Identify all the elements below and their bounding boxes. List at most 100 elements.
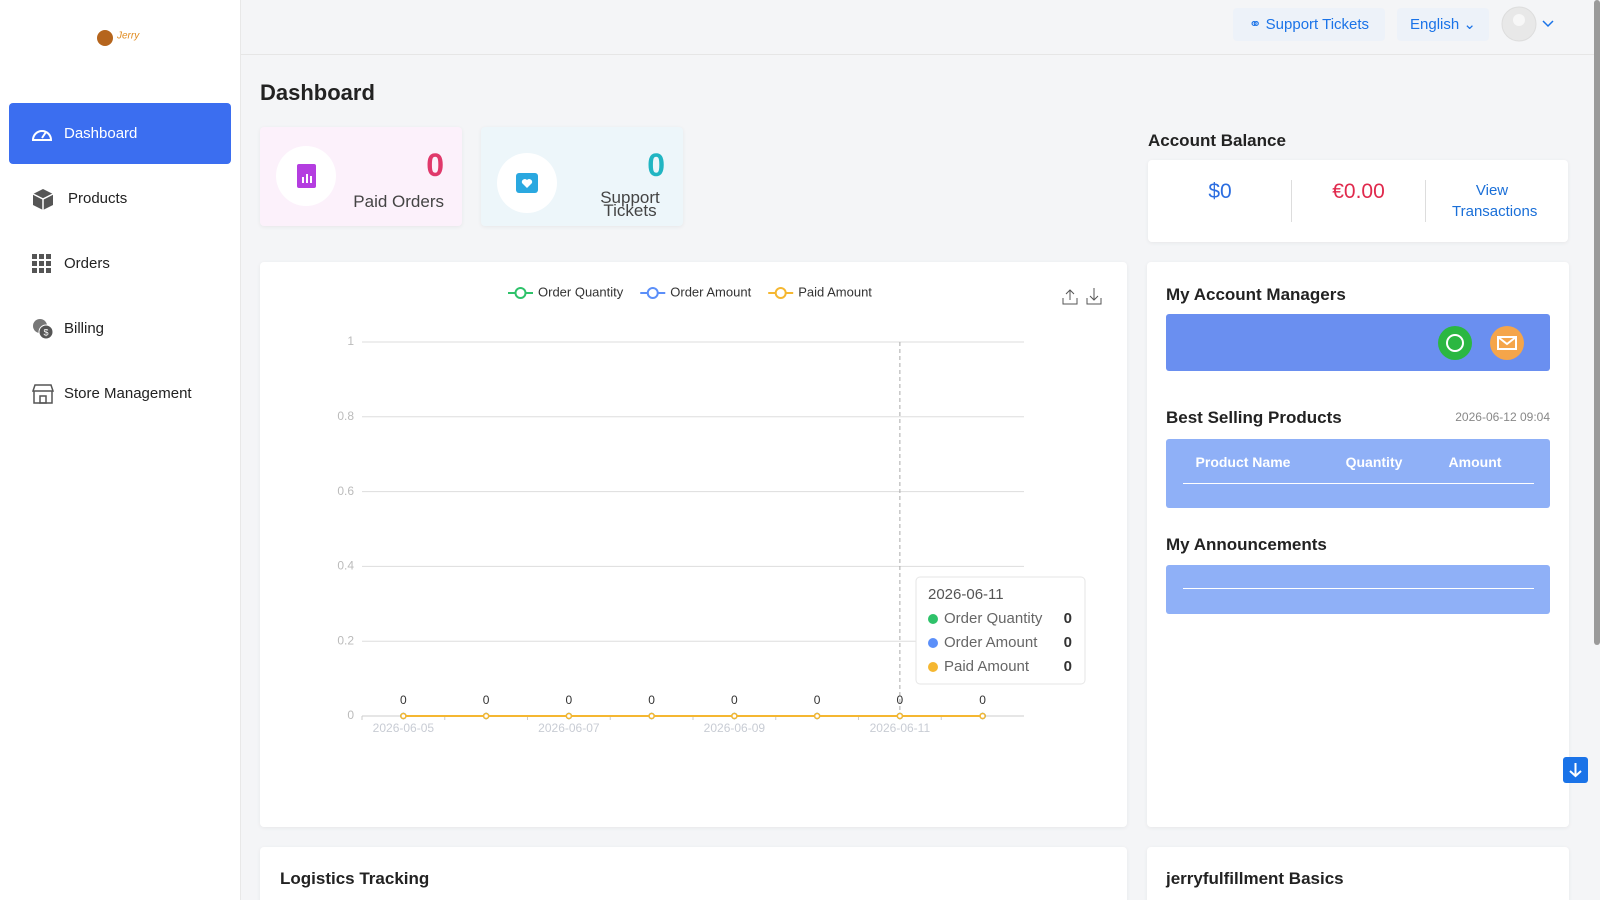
stat-card: 0 Paid Orders xyxy=(260,127,462,226)
data-label: 0 xyxy=(814,693,821,707)
nav-label: Billing xyxy=(64,320,105,337)
timestamp: 2026-06-12 09:04 xyxy=(1455,410,1550,424)
y-tick-label: 0.8 xyxy=(337,409,354,423)
stat-label: Support Tickets xyxy=(600,188,660,220)
data-label: 0 xyxy=(566,693,573,707)
section-title: jerryfulfillment Basics xyxy=(1166,869,1344,888)
tooltip: 2026-06-11 Order Quantity 0 Order Amount 0 Pa… xyxy=(915,576,1086,685)
tooltip-marker xyxy=(928,614,938,624)
data-point xyxy=(979,712,986,720)
section-title: Best Selling Products xyxy=(1166,408,1342,427)
legend-item[interactable]: Order Quantity xyxy=(508,284,624,299)
nav-icon xyxy=(31,129,53,141)
data-point xyxy=(648,712,655,720)
support-button[interactable]: ⚭ Support Tickets xyxy=(1233,8,1385,41)
nav-label: Dashboard xyxy=(64,125,138,142)
legend-marker xyxy=(774,287,787,299)
divider xyxy=(1183,483,1534,484)
x-tick-label: 2026-06-05 xyxy=(373,721,435,735)
scroll-down-button[interactable] xyxy=(1563,757,1588,783)
y-tick-label: 0.2 xyxy=(337,633,354,647)
divider xyxy=(1425,180,1426,222)
view-transactions[interactable]: View Transactions xyxy=(1452,182,1538,220)
stat-icon xyxy=(276,146,336,206)
legend-item[interactable]: Paid Amount xyxy=(768,284,872,299)
x-tick-label: 2026-06-09 xyxy=(704,721,766,735)
managers-bar xyxy=(1166,314,1550,371)
legend-item[interactable]: Order Amount xyxy=(640,284,752,299)
tooltip-label: Order Amount xyxy=(944,634,1038,651)
data-point xyxy=(731,712,738,720)
data-point xyxy=(400,712,407,720)
stat-value: 0 xyxy=(426,147,444,183)
scrollbar[interactable] xyxy=(1594,0,1600,645)
support-label: Support Tickets xyxy=(1265,16,1370,33)
basics-card: jerryfulfillment Basics xyxy=(1147,847,1569,900)
y-tick-label: 0 xyxy=(347,708,354,722)
svg-text:$: $ xyxy=(43,327,48,337)
column-header: Product Name xyxy=(1195,454,1291,470)
nav-icon xyxy=(31,383,55,404)
balance-usd: $0 xyxy=(1208,180,1232,203)
x-tick-label: 2026-06-07 xyxy=(538,721,600,735)
tooltip-title: 2026-06-11 xyxy=(928,586,1004,603)
tooltip-value: 0 xyxy=(1064,610,1072,627)
data-label: 0 xyxy=(731,693,738,707)
nav-item[interactable]: Products xyxy=(9,168,231,229)
whatsapp[interactable] xyxy=(1438,326,1472,360)
nav-item[interactable]: Dashboard xyxy=(9,103,231,164)
logistics-card: Logistics Tracking xyxy=(260,847,1127,900)
tooltip-marker xyxy=(928,638,938,648)
data-point xyxy=(896,712,904,720)
nav-item[interactable]: Orders xyxy=(9,233,231,294)
announcements-box xyxy=(1166,565,1550,614)
data-label: 0 xyxy=(483,693,490,707)
legend-label: Paid Amount xyxy=(798,284,872,299)
data-label: 0 xyxy=(648,693,655,707)
section-title: Logistics Tracking xyxy=(280,869,430,888)
avatar-menu[interactable] xyxy=(1500,6,1560,42)
nav-item[interactable]: $ Billing xyxy=(9,298,231,359)
side-card: My Account Managers Best Selling Product… xyxy=(1147,262,1569,827)
tooltip-marker xyxy=(928,662,938,672)
stat-label: Paid Orders xyxy=(353,192,444,211)
arrow-icon xyxy=(1569,763,1582,778)
y-tick-label: 1 xyxy=(347,334,354,348)
y-tick-label: 0.6 xyxy=(337,484,354,498)
tooltip-label: Order Quantity xyxy=(944,610,1043,627)
download-icon[interactable] xyxy=(1086,288,1102,305)
svg-text:Jerry: Jerry xyxy=(116,31,140,42)
nav-icon xyxy=(32,188,54,210)
chart-card: 0 0.2 0.4 0.6 0.8 1 2026-06-05 2026-06-07 2026-0… xyxy=(260,262,1127,827)
divider xyxy=(1291,180,1292,222)
data-label: 0 xyxy=(979,693,986,707)
x-tick-label: 2026-06-11 xyxy=(870,721,931,735)
logo: Jerry xyxy=(97,30,140,46)
tooltip-label: Paid Amount xyxy=(944,658,1030,675)
nav-item[interactable]: Store Management xyxy=(9,363,231,424)
data-point xyxy=(565,712,573,720)
tooltip-value: 0 xyxy=(1064,658,1072,675)
balance-eur: €0.00 xyxy=(1332,180,1385,203)
nav-label: Orders xyxy=(64,255,110,272)
contact-icons xyxy=(1438,326,1524,360)
legend-marker xyxy=(514,287,527,299)
language-label: English xyxy=(1410,16,1460,33)
section-title: My Account Managers xyxy=(1166,285,1346,304)
stat-value: 0 xyxy=(647,147,665,183)
tooltip-box xyxy=(915,576,1086,685)
best-selling-table: Product Name Quantity Amount xyxy=(1166,439,1550,508)
column-header: Quantity xyxy=(1345,454,1403,470)
stat-icon xyxy=(497,153,557,213)
language-select[interactable]: English ⌄ xyxy=(1397,8,1489,41)
column-header: Amount xyxy=(1448,454,1502,470)
nav-label: Store Management xyxy=(64,385,192,402)
page-title: Dashboard xyxy=(260,80,375,105)
legend-label: Order Quantity xyxy=(538,284,624,299)
share-icon[interactable] xyxy=(1062,289,1078,305)
toolbox xyxy=(1062,288,1102,305)
data-label: 0 xyxy=(897,693,904,707)
chart: 0 0.2 0.4 0.6 0.8 1 2026-06-05 2026-06-07 2026-0… xyxy=(337,284,1102,735)
balance-card: $0 €0.00 View Transactions xyxy=(1148,160,1568,242)
